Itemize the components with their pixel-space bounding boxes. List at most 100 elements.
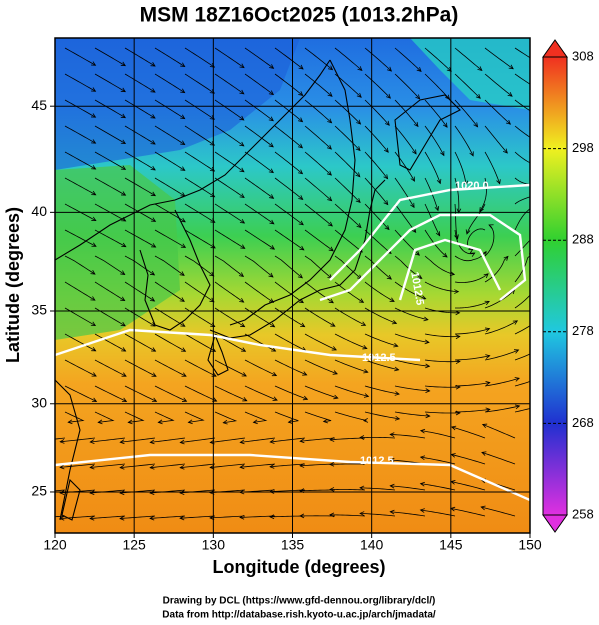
streamline xyxy=(424,307,460,314)
streamline xyxy=(184,281,215,303)
streamline xyxy=(64,151,96,170)
colorbar-scale xyxy=(542,56,568,516)
streamline xyxy=(240,463,276,468)
streamline xyxy=(214,47,245,68)
streamline xyxy=(274,385,308,400)
streamline xyxy=(154,73,185,93)
streamline xyxy=(154,99,185,119)
streamline xyxy=(514,196,530,205)
arrowhead xyxy=(421,295,427,300)
arrowhead xyxy=(299,245,305,251)
arrowhead xyxy=(465,229,471,235)
streamline xyxy=(124,333,156,352)
streamline xyxy=(244,203,275,225)
arrowhead xyxy=(268,272,274,278)
streamline xyxy=(90,463,126,468)
streamline xyxy=(154,411,175,423)
streamline xyxy=(360,436,396,439)
streamline xyxy=(466,203,486,234)
arrowhead xyxy=(419,481,425,487)
arrowhead xyxy=(356,119,362,125)
arrowhead xyxy=(209,141,216,146)
arrowhead xyxy=(239,514,245,520)
streamline xyxy=(514,381,530,387)
arrowhead xyxy=(269,439,275,444)
arrowhead xyxy=(268,298,275,303)
streamline xyxy=(214,99,245,121)
arrowhead xyxy=(179,515,185,521)
arrowhead xyxy=(417,274,423,279)
streamline xyxy=(94,125,126,144)
arrowhead xyxy=(434,205,440,212)
streamline xyxy=(334,281,364,303)
arrowhead xyxy=(150,191,156,197)
streamline xyxy=(364,125,389,153)
streamline xyxy=(424,359,460,363)
arrowhead xyxy=(180,192,186,197)
streamline xyxy=(64,359,97,377)
arrowhead xyxy=(91,216,97,222)
streamline xyxy=(514,177,530,185)
streamline xyxy=(394,411,430,417)
streamline xyxy=(274,229,305,251)
streamline xyxy=(334,333,367,349)
streamline xyxy=(304,47,333,71)
streamline xyxy=(184,229,216,249)
streamline xyxy=(479,177,487,212)
streamline xyxy=(394,125,417,155)
arrowhead xyxy=(507,91,513,97)
arrowhead xyxy=(423,316,429,322)
cold-region xyxy=(55,38,300,170)
streamline xyxy=(454,229,475,255)
streamline xyxy=(184,385,217,402)
arrowhead xyxy=(120,321,126,327)
streamline xyxy=(454,355,490,361)
streamline xyxy=(124,385,157,402)
arrowhead xyxy=(120,165,127,170)
streamline xyxy=(300,463,336,467)
arrowhead xyxy=(269,464,275,469)
arrowhead xyxy=(384,225,390,231)
arrowhead xyxy=(298,117,304,123)
arrowhead xyxy=(299,513,305,519)
streamline xyxy=(514,325,530,335)
streamline xyxy=(244,281,274,303)
streamline xyxy=(240,515,276,518)
arrowhead xyxy=(503,255,509,261)
streamline xyxy=(244,411,268,423)
arrowhead xyxy=(298,298,304,304)
arrowhead xyxy=(179,490,185,495)
streamline xyxy=(454,73,481,99)
streamline xyxy=(274,255,303,279)
arrowhead xyxy=(484,327,491,333)
streamline xyxy=(481,452,516,465)
arrowhead xyxy=(127,419,133,425)
streamline xyxy=(454,382,490,387)
arrowhead xyxy=(242,397,248,402)
streamline xyxy=(454,301,490,309)
streamline xyxy=(394,307,428,321)
arrowhead xyxy=(327,196,333,202)
arrowhead xyxy=(240,347,247,352)
arrowhead xyxy=(355,146,361,152)
arrowhead xyxy=(150,322,156,327)
streamline xyxy=(364,151,388,179)
streamline xyxy=(244,151,274,173)
arrowhead xyxy=(181,372,187,377)
arrowhead xyxy=(180,166,186,171)
arrowhead xyxy=(419,428,426,434)
streamline xyxy=(484,125,508,154)
streamline xyxy=(484,320,518,335)
streamline xyxy=(270,489,306,493)
streamline xyxy=(244,255,274,278)
arrowhead xyxy=(356,223,362,229)
arrowhead xyxy=(481,451,487,456)
arrowhead xyxy=(329,512,335,518)
arrowhead xyxy=(302,395,309,401)
streamline xyxy=(124,125,156,145)
y-axis-label: Latitude (degrees) xyxy=(3,207,23,363)
y-tick-label: 40 xyxy=(31,203,47,219)
arrowhead xyxy=(440,150,445,157)
arrowhead xyxy=(120,296,126,302)
streamline xyxy=(124,359,157,377)
